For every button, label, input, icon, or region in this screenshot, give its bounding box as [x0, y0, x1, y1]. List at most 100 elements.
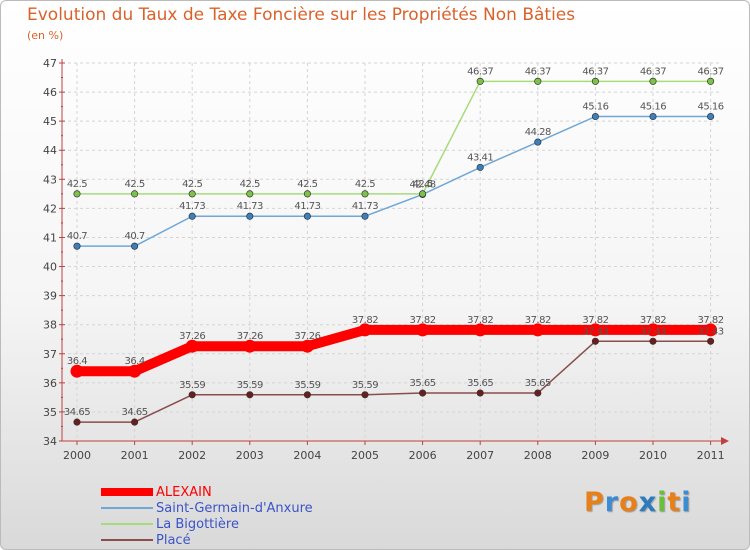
data-point-alexain [128, 364, 142, 378]
data-point-saint-germain-d-anxure [131, 242, 139, 250]
logo-letter: P [584, 487, 605, 518]
data-label-plac: 35.59 [352, 380, 378, 391]
data-point-la-bigotti-re [188, 190, 196, 198]
data-label-la-bigotti-re: 42.5 [297, 179, 317, 190]
data-point-la-bigotti-re [534, 77, 542, 85]
legend-swatch [101, 539, 153, 541]
data-label-la-bigotti-re: 42.5 [124, 179, 144, 190]
data-label-plac: 37.43 [640, 326, 666, 337]
data-label-alexain: 37.82 [698, 315, 724, 326]
legend-swatch [101, 523, 153, 525]
data-point-alexain [531, 323, 545, 337]
data-point-la-bigotti-re [476, 77, 484, 85]
data-label-saint-germain-d-anxure: 45.16 [640, 102, 666, 113]
data-point-saint-germain-d-anxure [188, 212, 196, 220]
data-point-alexain [185, 339, 199, 353]
x-tick-label: 2007 [466, 449, 494, 462]
data-point-plac [419, 389, 427, 397]
x-tick-label: 2003 [236, 449, 264, 462]
data-point-saint-germain-d-anxure [361, 212, 369, 220]
data-label-plac: 34.65 [122, 407, 148, 418]
data-label-saint-germain-d-anxure: 44.28 [525, 127, 551, 138]
x-tick-label: 2009 [581, 449, 609, 462]
x-tick-label: 2008 [524, 449, 552, 462]
y-tick-label: 37 [43, 348, 57, 361]
data-point-la-bigotti-re [707, 77, 715, 85]
data-point-plac [707, 337, 715, 345]
data-label-saint-germain-d-anxure: 41.73 [237, 201, 263, 212]
data-label-alexain: 36.4 [124, 356, 144, 367]
data-label-plac: 37.43 [582, 326, 608, 337]
data-point-plac [361, 391, 369, 399]
x-tick-label: 2006 [409, 449, 437, 462]
data-point-alexain [704, 323, 718, 337]
data-point-saint-germain-d-anxure [591, 112, 599, 121]
series-line-saint-germain-d-anxure [77, 115, 711, 247]
data-label-la-bigotti-re: 46.37 [582, 66, 608, 77]
data-label-alexain: 37.82 [467, 315, 493, 326]
legend-label: ALEXAIN [156, 484, 212, 500]
x-axis-arrow [721, 437, 729, 445]
data-point-plac [73, 418, 81, 426]
data-label-saint-germain-d-anxure: 45.16 [582, 102, 608, 113]
data-label-plac: 35.59 [179, 380, 205, 391]
data-label-alexain: 37.26 [179, 331, 205, 342]
data-label-saint-germain-d-anxure: 45.16 [698, 102, 724, 113]
data-point-plac [476, 389, 484, 397]
data-label-alexain: 37.82 [525, 315, 551, 326]
series-line-alexain [77, 324, 711, 377]
data-point-la-bigotti-re [131, 190, 139, 198]
data-label-la-bigotti-re: 46.37 [467, 66, 493, 77]
data-label-plac: 35.65 [525, 378, 551, 389]
data-point-alexain [358, 323, 372, 337]
data-point-plac [246, 391, 254, 399]
legend: ALEXAIN Saint-Germain-d'Anxure La Bigottiè… [101, 484, 313, 548]
data-point-saint-germain-d-anxure [303, 212, 311, 220]
y-unit-label: (en %) [27, 29, 64, 42]
data-point-alexain [243, 339, 257, 353]
legend-swatch [101, 507, 153, 509]
y-tick-label: 34 [43, 435, 57, 448]
logo-letter: i [681, 487, 692, 518]
y-tick-label: 42 [43, 202, 57, 215]
data-label-alexain: 37.82 [640, 315, 666, 326]
legend-label: Saint-Germain-d'Anxure [156, 500, 313, 516]
series-line-la-bigotti-re [77, 80, 711, 195]
data-label-la-bigotti-re: 42.5 [67, 179, 87, 190]
data-point-alexain [416, 323, 430, 337]
y-tick-label: 46 [43, 86, 57, 99]
proxiti-logo: Proxiti [584, 487, 692, 518]
legend-label: La Bigottière [156, 516, 239, 532]
data-point-la-bigotti-re [419, 190, 427, 198]
data-label-plac: 37.43 [698, 326, 724, 337]
legend-label: Placé [156, 532, 191, 548]
data-label-la-bigotti-re: 46.37 [640, 66, 666, 77]
data-label-alexain: 37.26 [237, 331, 263, 342]
data-label-plac: 35.59 [237, 380, 263, 391]
data-label-plac: 35.65 [410, 378, 436, 389]
data-point-saint-germain-d-anxure [707, 112, 715, 121]
data-label-alexain: 36.4 [67, 356, 87, 367]
series-line-plac [77, 340, 711, 423]
data-label-saint-germain-d-anxure: 41.73 [294, 201, 320, 212]
x-tick-label: 2002 [178, 449, 206, 462]
y-tick-label: 36 [43, 377, 57, 390]
data-point-saint-germain-d-anxure [476, 163, 484, 171]
logo-letter: o [619, 487, 639, 518]
data-point-la-bigotti-re [246, 190, 254, 198]
y-tick-label: 44 [43, 144, 57, 157]
data-point-alexain [473, 323, 487, 337]
data-label-alexain: 37.26 [294, 331, 320, 342]
data-point-saint-germain-d-anxure [649, 112, 657, 121]
y-tick-label: 40 [43, 261, 57, 274]
data-point-plac [303, 391, 311, 399]
data-label-la-bigotti-re: 46.37 [525, 66, 551, 77]
legend-item: La Bigottière [101, 516, 313, 532]
data-label-alexain: 37.82 [410, 315, 436, 326]
legend-item: Placé [101, 532, 313, 548]
data-labels: 34.65 34.65 35.59 35.59 35.59 35.59 35.65 35.65… [64, 66, 724, 418]
data-point-alexain [70, 364, 84, 378]
x-tick-label: 2001 [121, 449, 149, 462]
data-label-plac: 35.59 [294, 380, 320, 391]
